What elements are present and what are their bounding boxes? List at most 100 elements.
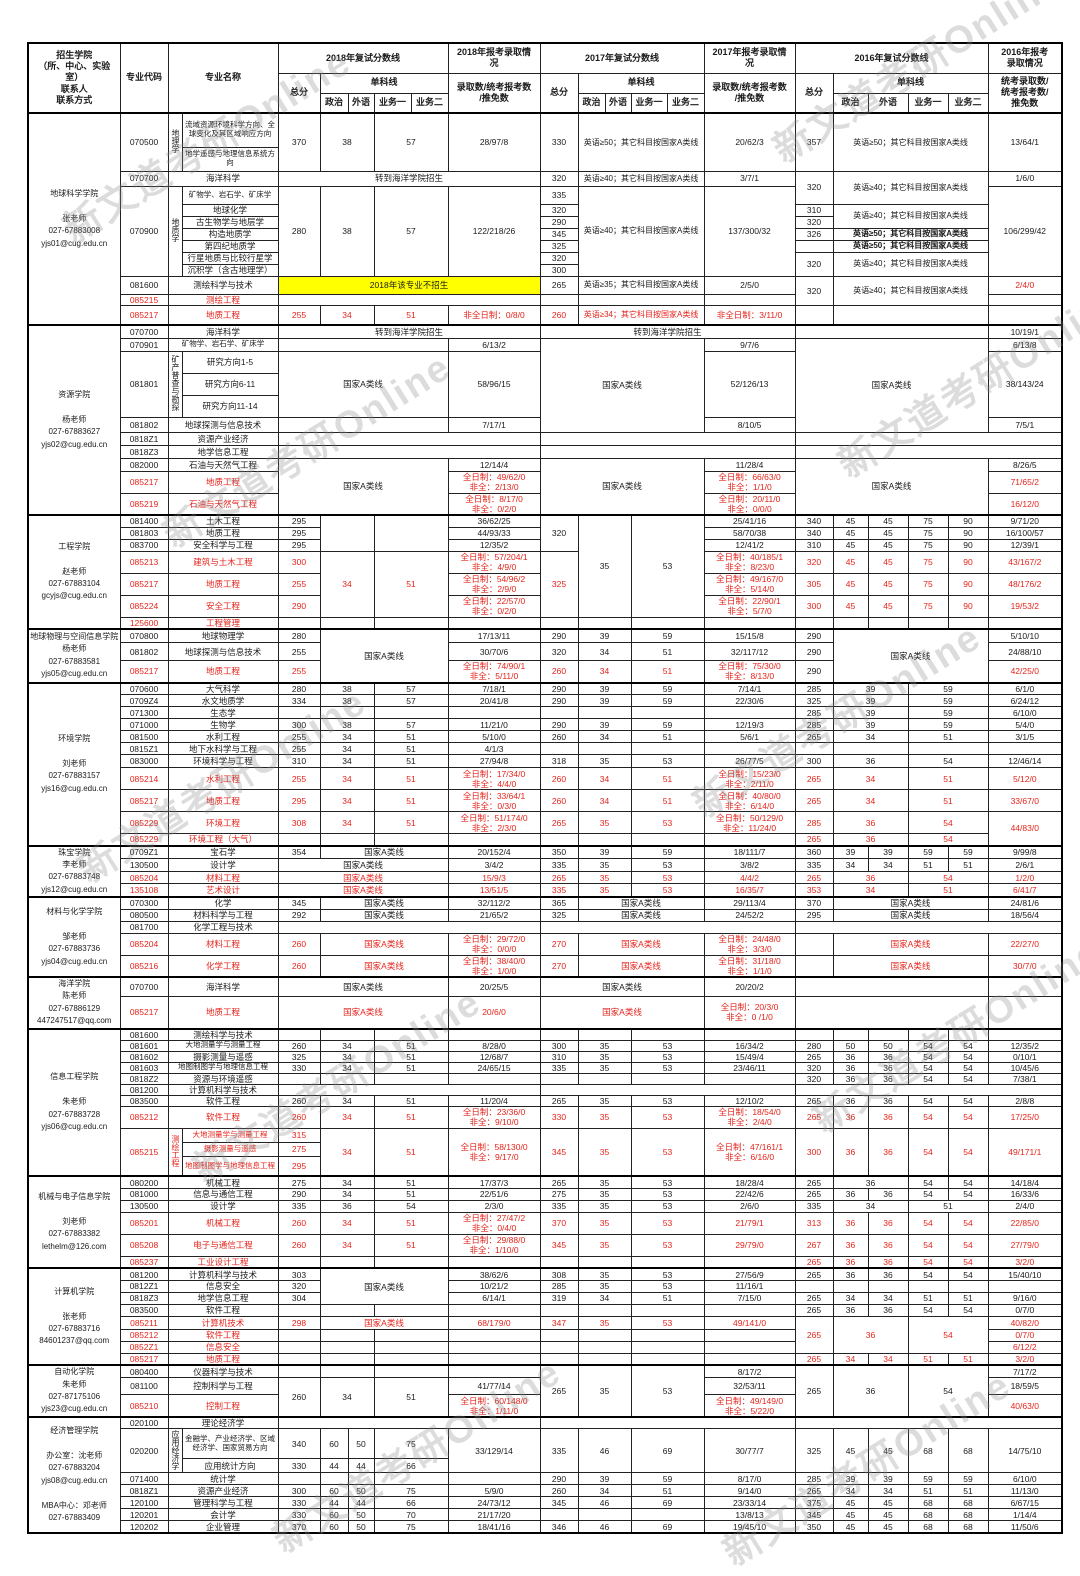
score-cell: 36 — [832, 1050, 869, 1063]
score-cell: 45 — [832, 538, 869, 552]
admission-cell: 33/67/0 — [987, 789, 1063, 813]
score-cell: 354 — [277, 844, 321, 860]
score-cell — [447, 1364, 541, 1378]
score-cell: 325 — [539, 239, 579, 253]
major-name: 会计学 — [167, 1508, 279, 1522]
score-cell: 75 — [907, 572, 949, 596]
score-cell: 51 — [373, 789, 449, 813]
score-cell: 265 — [794, 1291, 834, 1305]
score-cell: 290 — [277, 1187, 321, 1201]
score-cell — [447, 1328, 541, 1342]
score-cell — [703, 1352, 796, 1366]
score-cell: 51 — [373, 1211, 449, 1235]
score-cell: 75 — [373, 1428, 449, 1460]
score-cell: 39 — [832, 718, 909, 732]
major-name: 水利工程 — [167, 730, 279, 744]
admission-cell: 49/171/1 — [987, 1127, 1063, 1177]
score-cell: 59 — [630, 681, 705, 696]
admission-cell: 5/10/10 — [987, 627, 1063, 644]
major-code: 085217 — [119, 1352, 169, 1366]
score-cell: 59 — [907, 1472, 949, 1486]
score-cell: 60 — [319, 1508, 349, 1522]
college-cell: 海洋学院 陈老师 027-67886129 447247517@qq.com — [27, 976, 121, 1030]
score-cell: 280 — [794, 1039, 834, 1052]
score-cell — [703, 1027, 796, 1041]
score-cell: 外语 — [604, 92, 632, 114]
score-cell — [794, 239, 834, 253]
admission-cell: 36/62/25 — [447, 514, 541, 528]
score-cell — [630, 616, 705, 630]
major-name: 宝石学 — [167, 844, 279, 860]
score-cell — [907, 616, 949, 630]
score-cell: 外语 — [867, 92, 909, 114]
admission-cell: 9/7/6 — [703, 337, 796, 352]
admission-cell: 全日制：15/23/0 非全：2/11/0 — [703, 767, 796, 791]
score-cell: 295 — [277, 514, 321, 528]
score-cell — [277, 1027, 321, 1041]
score-cell: 英语≥40；其它科目按国家A类线 — [832, 275, 989, 306]
score-cell: 34 — [832, 1199, 909, 1213]
score-cell: 270 — [539, 954, 579, 978]
score-cell: 265 — [539, 811, 579, 835]
score-cell — [539, 1255, 579, 1269]
score-cell: 业务二 — [410, 92, 449, 114]
admission-cell: 全日制：22/57/0 非全：0/2/0 — [447, 594, 541, 618]
admission-cell: 10/45/6 — [987, 1061, 1063, 1074]
major-name: 地学遥感与地理信息系统方向 — [181, 146, 279, 172]
score-cell: 51 — [907, 1484, 949, 1498]
score-cell: 34 — [319, 304, 375, 326]
admission-cell: 22/42/6 — [703, 1187, 796, 1201]
score-cell: 45 — [832, 550, 869, 574]
major-name: 地质工程 — [167, 660, 279, 684]
score-cell: 54 — [907, 754, 989, 769]
score-cell: 外语 — [347, 92, 375, 114]
score-cell — [577, 1255, 632, 1269]
score-cell: 36 — [832, 754, 909, 769]
score-cell: 255 — [277, 304, 321, 326]
score-cell: 51 — [907, 1291, 949, 1305]
score-cell: 39 — [867, 844, 909, 860]
major-name: 设计学 — [167, 858, 279, 872]
score-cell: 国家A类线 — [319, 844, 449, 860]
major-name: 控制工程 — [167, 1394, 279, 1418]
admission-cell: 12/46/14 — [987, 754, 1063, 769]
score-cell: 39 — [832, 694, 909, 708]
college-cell: 资源学院 杨老师 027-67883627 yjs02@cug.edu.cn — [27, 324, 121, 516]
score-cell: 39 — [832, 844, 869, 860]
major-name: 大气科学 — [167, 681, 279, 696]
score-cell — [832, 1027, 869, 1041]
major-name: 软件工程 — [167, 1303, 279, 1317]
major-code: 085217 — [119, 789, 169, 813]
score-cell: 334 — [277, 694, 321, 708]
score-cell: 59 — [907, 694, 989, 708]
score-cell: 260 — [539, 767, 579, 791]
score-cell: 265 — [794, 1315, 834, 1354]
major-name: 信息安全 — [167, 1340, 279, 1354]
score-cell: 57 — [373, 681, 449, 696]
major-name: 地球探测与信息技术 — [167, 642, 279, 662]
score-cell: 34 — [577, 730, 632, 744]
score-cell: 59 — [907, 706, 989, 720]
score-cell: 45 — [867, 1496, 909, 1510]
major-code: 085217 — [119, 470, 169, 494]
admission-cell: 12/68/7 — [447, 1050, 541, 1063]
score-cell — [373, 1352, 449, 1366]
score-cell: 335 — [539, 1428, 579, 1474]
admission-cell: 11/21/0 — [447, 718, 541, 732]
score-cell: 转到海洋学院招生 — [539, 324, 796, 339]
score-cell: 45 — [867, 526, 909, 540]
major-name: 地下水科学与工程 — [167, 742, 279, 756]
major-name: 石油与天然气工程 — [167, 457, 279, 472]
major-name: 资源产业经济 — [167, 431, 279, 446]
score-cell: 36 — [867, 1105, 909, 1129]
score-cell — [373, 1303, 449, 1317]
major-name: 地学信息工程 — [167, 1291, 279, 1305]
score-cell: 英语≥40；其它科目按国家A类线 — [832, 251, 989, 277]
score-cell: 39 — [577, 1472, 632, 1486]
score-cell — [277, 1328, 321, 1342]
score-cell: 285 — [794, 1472, 834, 1486]
score-cell — [539, 1508, 579, 1522]
admission-cell: 全日制：54/96/2 非全：2/9/0 — [447, 572, 541, 596]
score-cell: 39 — [577, 627, 632, 644]
score-cell: 44 — [319, 1458, 349, 1474]
